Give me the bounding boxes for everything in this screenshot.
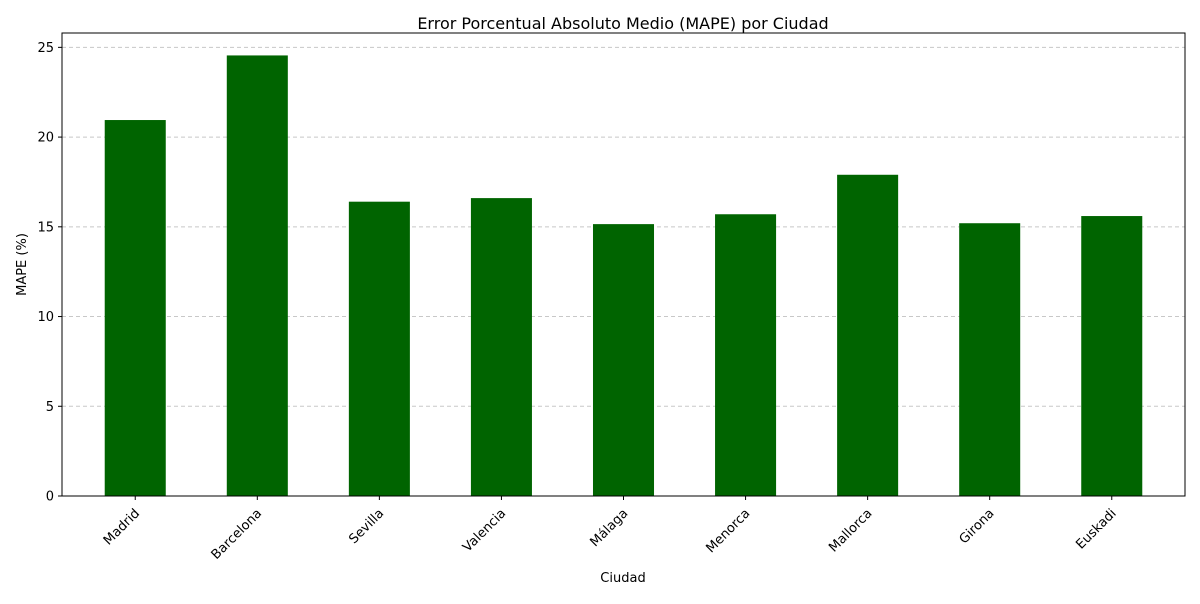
- bar: [348, 201, 410, 496]
- y-tick-label: 10: [37, 310, 54, 325]
- x-tick-label: Menorca: [703, 506, 753, 556]
- bar: [104, 120, 166, 497]
- x-tick-label: Barcelona: [209, 506, 265, 562]
- y-axis-label: MAPE (%): [15, 233, 30, 296]
- bar: [1081, 216, 1143, 496]
- x-tick-label: Madrid: [101, 506, 143, 548]
- y-tick-label: 0: [46, 490, 54, 505]
- bar: [837, 174, 899, 497]
- x-axis-label: Ciudad: [600, 571, 645, 586]
- x-tick-label: Euskadi: [1073, 506, 1119, 552]
- bar: [715, 214, 777, 496]
- y-tick-label: 5: [46, 400, 54, 415]
- y-tick-label: 20: [37, 131, 54, 146]
- x-tick-label: Valencia: [460, 506, 509, 555]
- y-tick-label: 25: [37, 41, 54, 56]
- x-tick-label: Girona: [957, 506, 998, 547]
- bar: [959, 223, 1021, 497]
- x-tick-label: Málaga: [587, 506, 631, 550]
- bar: [470, 198, 532, 496]
- chart-title: Error Porcentual Absoluto Medio (MAPE) p…: [417, 14, 828, 33]
- bar: [592, 224, 655, 497]
- x-axis-ticks: Madrid Barcelona Sevilla Valencia Málaga Meno…: [101, 496, 1120, 563]
- x-tick-label: Sevilla: [346, 506, 387, 547]
- y-tick-label: 15: [37, 220, 54, 235]
- bar: [226, 55, 288, 497]
- y-axis-ticks: 0 5 10 15 20 25: [37, 41, 62, 505]
- x-tick-label: Mallorca: [826, 506, 875, 555]
- bars: [104, 55, 1143, 497]
